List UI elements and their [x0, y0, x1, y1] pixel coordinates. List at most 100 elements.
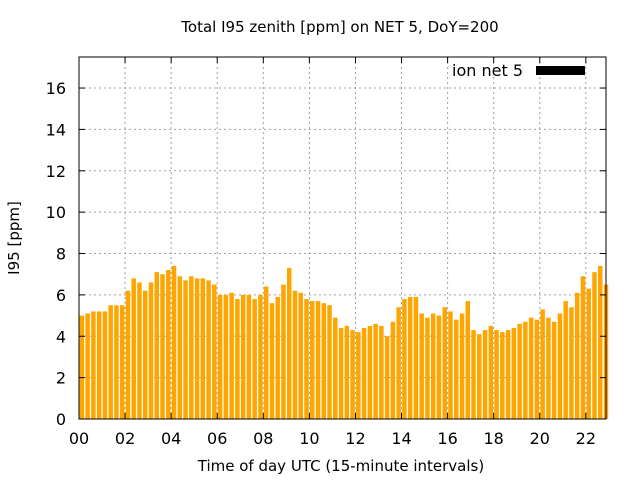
bar [580, 276, 586, 419]
plot-frame [78, 56, 607, 420]
bar [286, 267, 292, 419]
x-tick-label: 14 [391, 429, 411, 448]
bar [217, 294, 223, 419]
bar [96, 311, 102, 419]
bar [373, 323, 378, 419]
bar [500, 332, 505, 419]
bar [200, 278, 206, 419]
bar [131, 278, 136, 419]
bar [212, 284, 217, 419]
bar [137, 282, 142, 419]
y-tick-label: 4 [56, 327, 66, 346]
y-axis-title: I95 [ppm] [5, 201, 23, 275]
bar [108, 305, 113, 419]
gridlines [79, 57, 606, 419]
x-axis-ticks: 00 02 04 06 08 10 12 14 16 18 20 22 [69, 57, 596, 448]
bar [338, 327, 344, 419]
bar [275, 296, 280, 419]
bar [436, 315, 442, 419]
bar [263, 286, 269, 419]
y-tick-label: 12 [46, 162, 66, 181]
bar [344, 325, 350, 419]
bar [350, 330, 355, 419]
bar [304, 299, 309, 419]
x-tick-label: 02 [115, 429, 135, 448]
y-tick-label: 14 [46, 120, 66, 139]
bars [79, 265, 609, 419]
bar [91, 311, 96, 419]
bar [459, 313, 465, 419]
bar [183, 280, 188, 419]
y-tick-label: 6 [56, 286, 66, 305]
bar [206, 280, 211, 419]
bar [592, 272, 597, 419]
bar [102, 311, 108, 419]
bar [194, 278, 200, 419]
bar [494, 330, 499, 419]
bar [269, 303, 275, 419]
bar [488, 325, 494, 419]
bar [356, 332, 361, 419]
bar [166, 270, 171, 419]
bar [425, 317, 430, 419]
y-tick-label: 10 [46, 203, 66, 222]
bar [517, 323, 522, 419]
bar [298, 292, 303, 419]
bar [419, 313, 424, 419]
bar [540, 309, 545, 419]
y-tick-label: 0 [56, 410, 66, 429]
bar [551, 321, 557, 419]
bar [534, 319, 540, 419]
bar [125, 290, 131, 419]
bar [523, 321, 528, 419]
bar [119, 305, 125, 419]
chart-title: Total I95 zenith [ppm] on NET 5, DoY=200 [180, 18, 498, 36]
bar [171, 265, 177, 419]
bar [505, 330, 511, 419]
bar [246, 294, 252, 419]
bar [586, 288, 591, 419]
bar [235, 299, 240, 419]
x-axis-title: Time of day UTC (15-minute intervals) [197, 457, 484, 475]
bar [281, 284, 286, 419]
y-tick-label: 2 [56, 369, 66, 388]
x-tick-label: 18 [484, 429, 504, 448]
bar [557, 313, 563, 419]
legend-swatch [536, 66, 585, 75]
bar [85, 313, 90, 419]
bar [574, 292, 580, 419]
x-tick-label: 12 [345, 429, 365, 448]
bar [315, 301, 321, 419]
bar [430, 313, 436, 419]
legend: ion net 5 [452, 61, 585, 80]
bar [177, 276, 183, 419]
y-tick-label: 8 [56, 245, 66, 264]
bar [384, 336, 390, 419]
bar [114, 305, 119, 419]
x-tick-label: 20 [530, 429, 550, 448]
bar [154, 272, 160, 419]
bar [546, 317, 551, 419]
y-tick-label: 16 [46, 79, 66, 98]
bar [333, 317, 338, 419]
x-tick-label: 04 [161, 429, 181, 448]
bar [229, 292, 234, 419]
bar [402, 299, 407, 419]
bar [148, 282, 154, 419]
legend-label: ion net 5 [452, 61, 523, 80]
bar [379, 325, 384, 419]
x-tick-label: 10 [299, 429, 319, 448]
bar [367, 325, 373, 419]
bar [528, 317, 534, 419]
bar [569, 307, 574, 419]
bar [292, 290, 298, 419]
bar [563, 301, 568, 419]
x-tick-label: 06 [207, 429, 227, 448]
bar [407, 296, 413, 419]
bar [390, 321, 396, 419]
bar [442, 307, 447, 419]
bar [327, 305, 332, 419]
bar [511, 327, 517, 419]
bar [310, 301, 315, 419]
